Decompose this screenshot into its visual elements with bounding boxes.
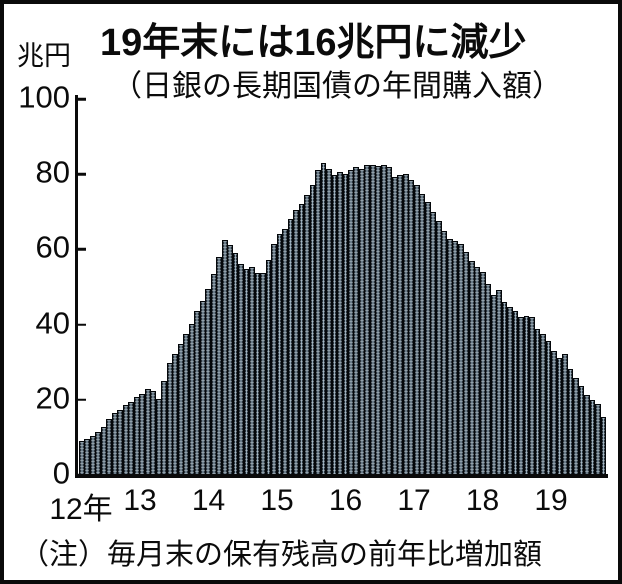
- x-tick-label: 13: [123, 484, 157, 517]
- x-tick-label: 12年: [49, 493, 113, 526]
- y-tick-mark: [78, 398, 86, 402]
- y-tick-label: 60: [35, 229, 70, 265]
- y-tick-label: 0: [52, 455, 70, 491]
- y-axis-line: [75, 95, 78, 478]
- chart-subtitle: （日銀の長期国債の年間購入額）: [112, 70, 562, 103]
- bar: [600, 416, 607, 475]
- chart-title: 19年末には16兆円に減少: [100, 22, 527, 64]
- x-tick-label: 18: [465, 484, 500, 517]
- x-tick-label: 14: [191, 484, 226, 517]
- x-tick-label: 19: [534, 484, 568, 517]
- plot-area: [79, 99, 607, 475]
- x-tick-label: 15: [260, 484, 294, 517]
- y-tick-label: 40: [35, 305, 70, 341]
- x-tick-label: 17: [397, 484, 431, 517]
- y-tick-mark: [78, 323, 86, 326]
- y-tick-label: 20: [35, 380, 70, 416]
- y-axis-unit-label: 兆円: [17, 41, 71, 71]
- y-tick-mark: [78, 97, 86, 101]
- y-tick-mark: [78, 172, 86, 176]
- y-tick-mark: [78, 248, 86, 251]
- footnote: （注）毎月末の保有残高の前年比増加額: [20, 539, 543, 571]
- x-axis-baseline: [75, 474, 608, 478]
- y-tick-label: 100: [18, 79, 70, 115]
- y-tick-label: 80: [35, 154, 70, 190]
- x-tick-label: 16: [328, 484, 363, 517]
